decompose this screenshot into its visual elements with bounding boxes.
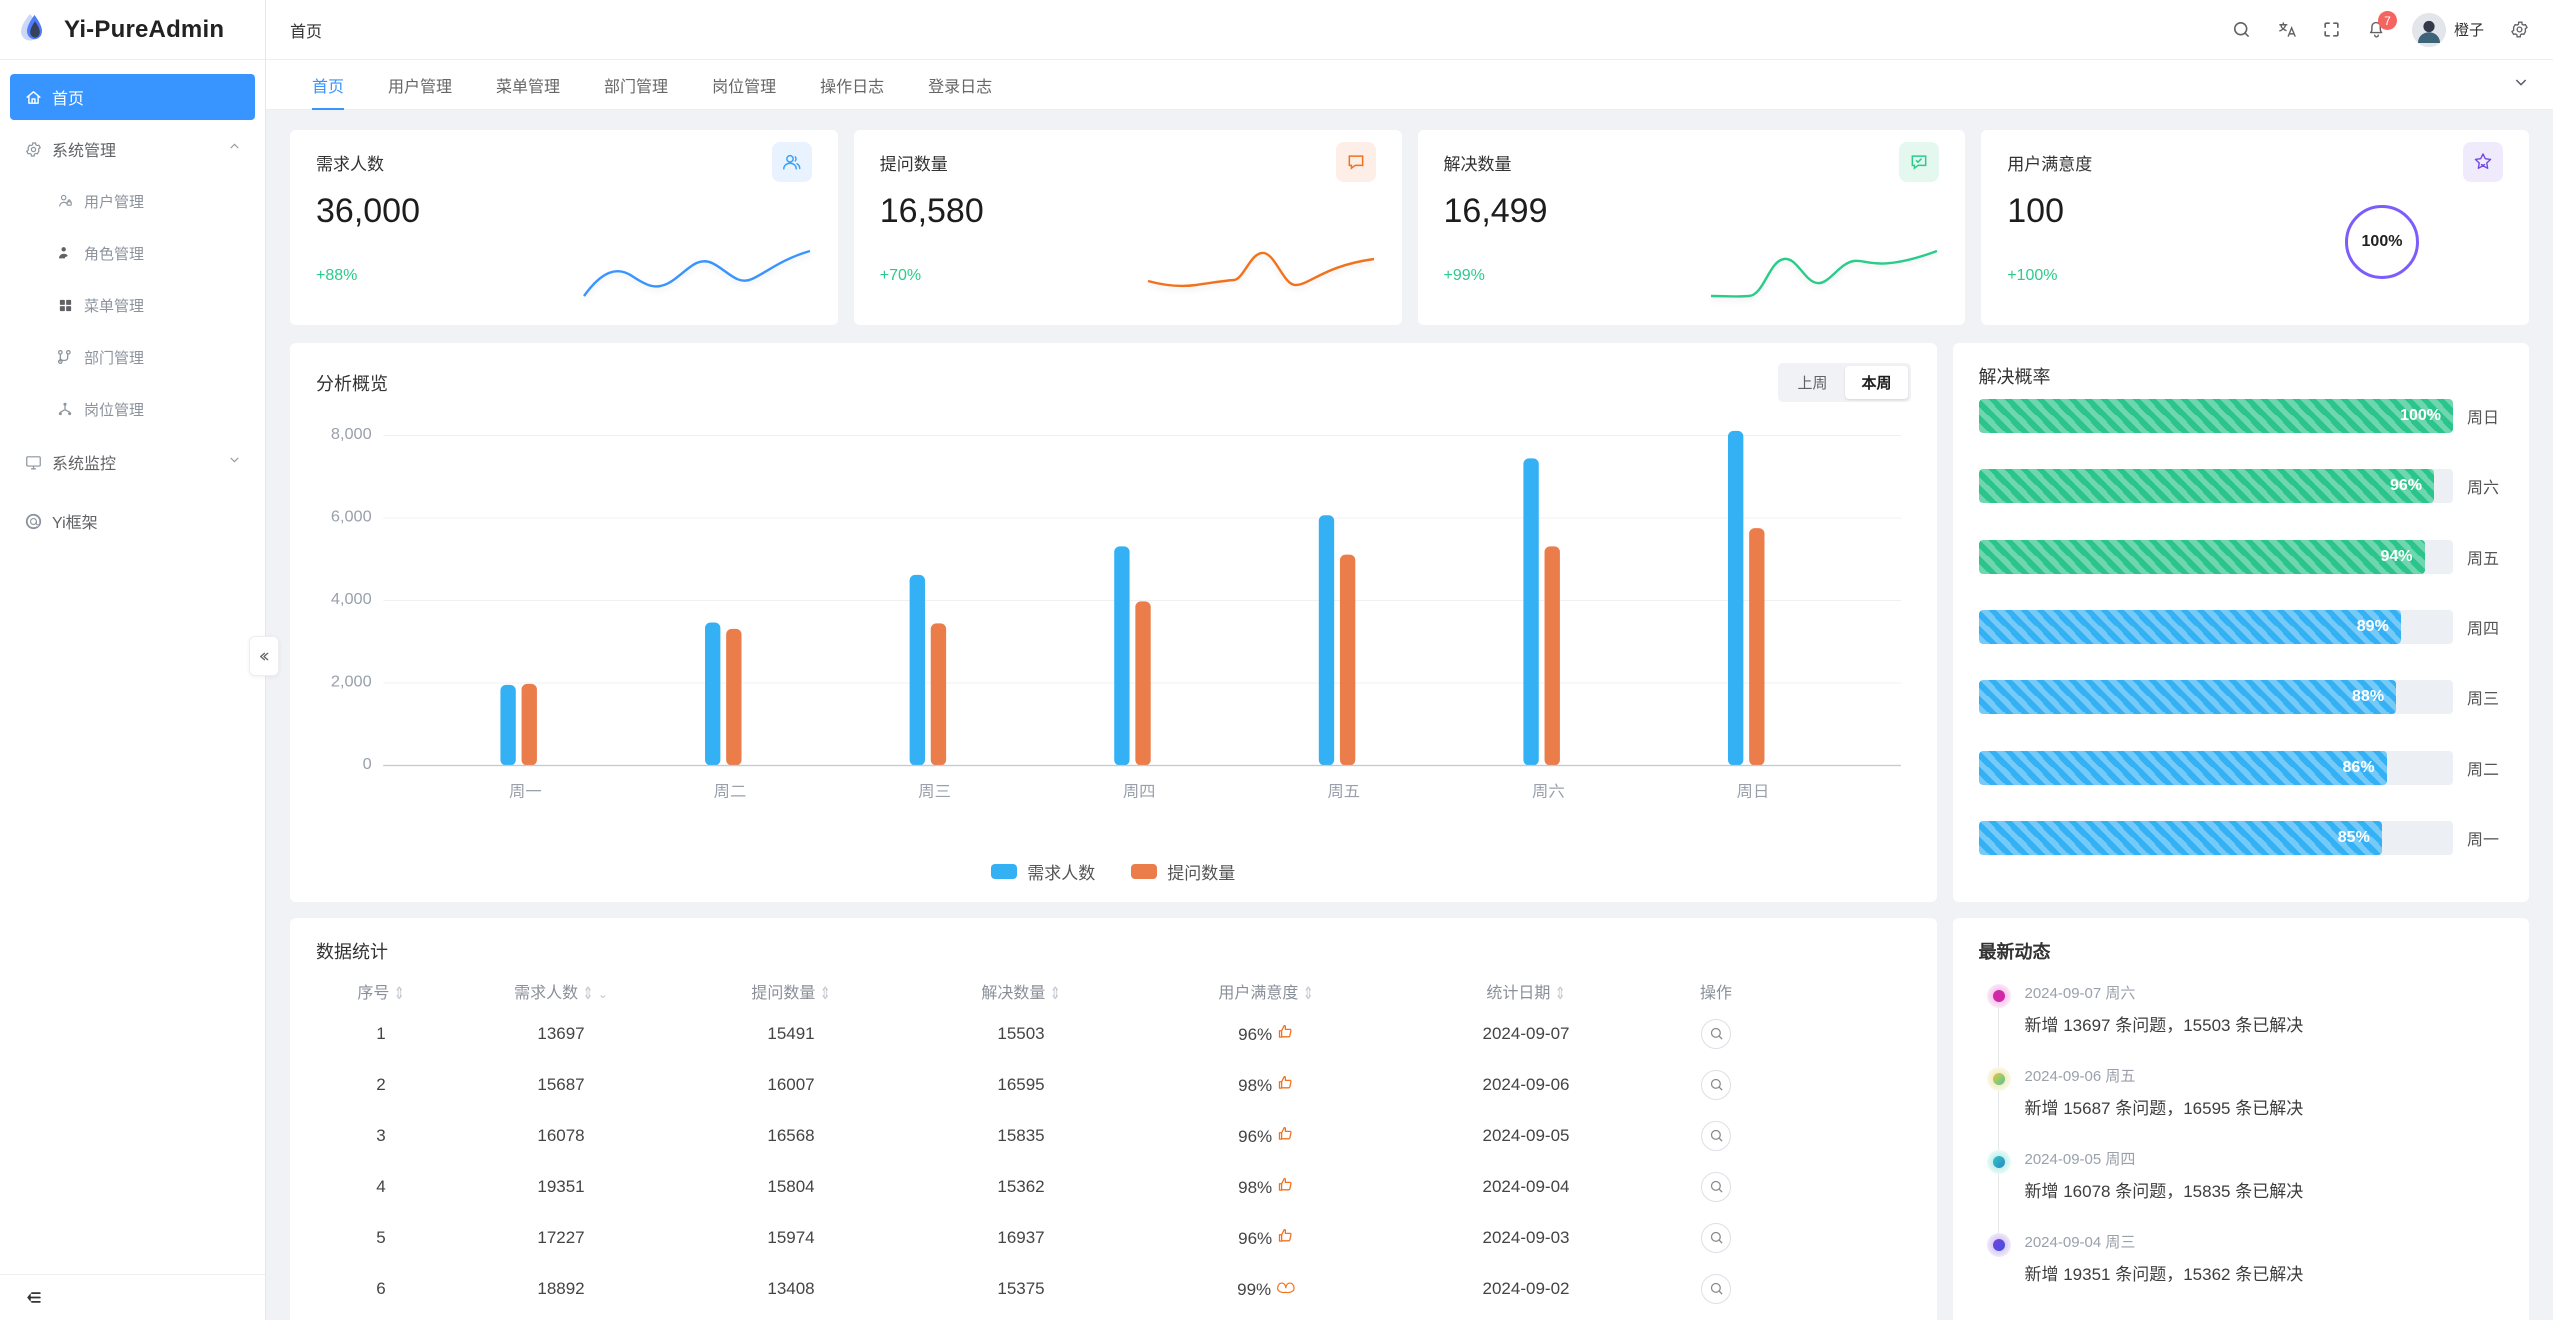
svg-text:周六: 周六 <box>1532 783 1565 801</box>
svg-text:周日: 周日 <box>1737 784 1770 801</box>
svg-text:周一: 周一 <box>509 784 542 801</box>
svg-text:2,000: 2,000 <box>331 674 372 691</box>
svg-text:周三: 周三 <box>918 784 951 801</box>
svg-text:周二: 周二 <box>714 784 747 801</box>
svg-text:8,000: 8,000 <box>331 426 372 443</box>
svg-text:周五: 周五 <box>1327 784 1360 801</box>
svg-text:4,000: 4,000 <box>331 591 372 608</box>
svg-text:0: 0 <box>363 756 372 773</box>
svg-text:6,000: 6,000 <box>331 509 372 526</box>
svg-text:周四: 周四 <box>1123 784 1156 801</box>
